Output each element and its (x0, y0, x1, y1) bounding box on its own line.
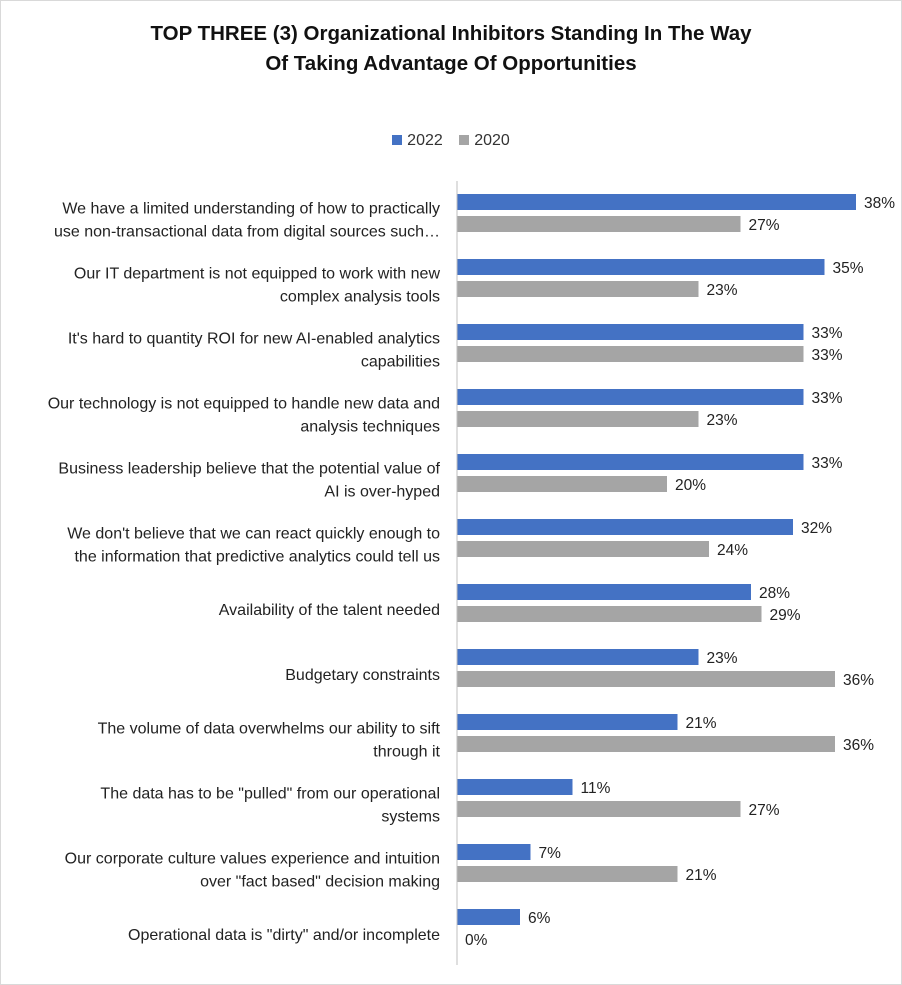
bar-2020 (457, 476, 667, 492)
data-label-2020: 23% (707, 412, 738, 429)
data-label-2022: 33% (812, 455, 843, 472)
category-label: Our IT department is not equipped to wor… (74, 266, 441, 283)
data-label-2022: 32% (801, 520, 832, 537)
category-label: Our corporate culture values experience … (65, 851, 440, 868)
category-label: capabilities (361, 354, 440, 371)
data-label-2020: 29% (770, 607, 801, 624)
category-label: Budgetary constraints (285, 667, 440, 684)
category-label: The data has to be "pulled" from our ope… (100, 786, 440, 803)
data-label-2022: 11% (581, 780, 611, 797)
category-label: We don't believe that we can react quick… (67, 526, 440, 543)
bar-2020 (457, 606, 762, 622)
category-label: Availability of the talent needed (219, 602, 440, 619)
legend-label-2020: 2020 (474, 132, 510, 149)
legend-item-2022: 2022 (392, 130, 443, 152)
category-label: complex analysis tools (280, 289, 440, 306)
category-label: AI is over-hyped (324, 484, 440, 501)
data-label-2022: 7% (539, 845, 562, 862)
chart-title-line-1: TOP THREE (3) Organizational Inhibitors … (150, 22, 752, 45)
data-label-2020: 23% (707, 282, 738, 299)
chart-title-line-2: Of Taking Advantage Of Opportunities (265, 52, 637, 75)
legend-swatch-2022 (392, 135, 403, 145)
category-label: through it (373, 744, 440, 761)
category-label: The volume of data overwhelms our abilit… (98, 721, 441, 738)
bar-2020 (457, 411, 699, 427)
bar-2020 (457, 346, 804, 362)
bar-2022 (457, 454, 804, 470)
bar-2022 (457, 844, 531, 860)
bar-2022 (457, 324, 804, 340)
bar-2022 (457, 194, 856, 210)
bar-2022 (457, 779, 573, 795)
data-label-2020: 20% (675, 477, 706, 494)
chart-title: TOP THREE (3) Organizational Inhibitors … (0, 19, 902, 79)
category-label: Business leadership believe that the pot… (58, 461, 440, 478)
legend-label-2022: 2022 (407, 132, 443, 149)
category-label: We have a limited understanding of how t… (62, 201, 440, 218)
bar-2020 (457, 801, 741, 817)
bar-2022 (457, 389, 804, 405)
bar-2020 (457, 216, 741, 232)
data-label-2022: 21% (686, 715, 717, 732)
data-label-2022: 33% (812, 390, 843, 407)
bar-2022 (457, 649, 699, 665)
data-label-2022: 35% (833, 260, 864, 277)
bar-2020 (457, 671, 835, 687)
data-label-2020: 33% (812, 347, 843, 364)
category-label: systems (381, 809, 440, 826)
bar-2020 (457, 736, 835, 752)
data-label-2020: 21% (686, 867, 717, 884)
legend: 2022 2020 (0, 130, 902, 152)
bar-2020 (457, 866, 678, 882)
data-label-2022: 28% (759, 585, 790, 602)
bar-2020 (457, 541, 709, 557)
data-label-2020: 36% (843, 737, 874, 754)
data-label-2022: 6% (528, 910, 551, 927)
category-label: the information that predictive analytic… (74, 549, 440, 566)
bar-2022 (457, 909, 520, 925)
data-label-2020: 24% (717, 542, 748, 559)
data-label-2022: 33% (812, 325, 843, 342)
category-label: over "fact based" decision making (200, 874, 440, 891)
bar-2022 (457, 519, 793, 535)
data-label-2020: 36% (843, 672, 874, 689)
category-label: analysis techniques (300, 419, 440, 436)
data-label-2020: 27% (749, 217, 780, 234)
bar-2022 (457, 584, 751, 600)
category-label: Operational data is "dirty" and/or incom… (128, 927, 440, 944)
legend-swatch-2020 (459, 135, 470, 145)
data-label-2022: 38% (864, 195, 895, 212)
data-label-2022: 23% (707, 650, 738, 667)
bar-2022 (457, 259, 825, 275)
data-label-2020: 0% (465, 932, 488, 949)
legend-item-2020: 2020 (459, 130, 510, 152)
bar-2022 (457, 714, 678, 730)
category-label: Our technology is not equipped to handle… (48, 396, 440, 413)
category-label: It's hard to quantity ROI for new AI-ena… (68, 331, 440, 348)
category-label: use non-transactional data from digital … (54, 224, 440, 241)
data-label-2020: 27% (749, 802, 780, 819)
bar-2020 (457, 281, 699, 297)
